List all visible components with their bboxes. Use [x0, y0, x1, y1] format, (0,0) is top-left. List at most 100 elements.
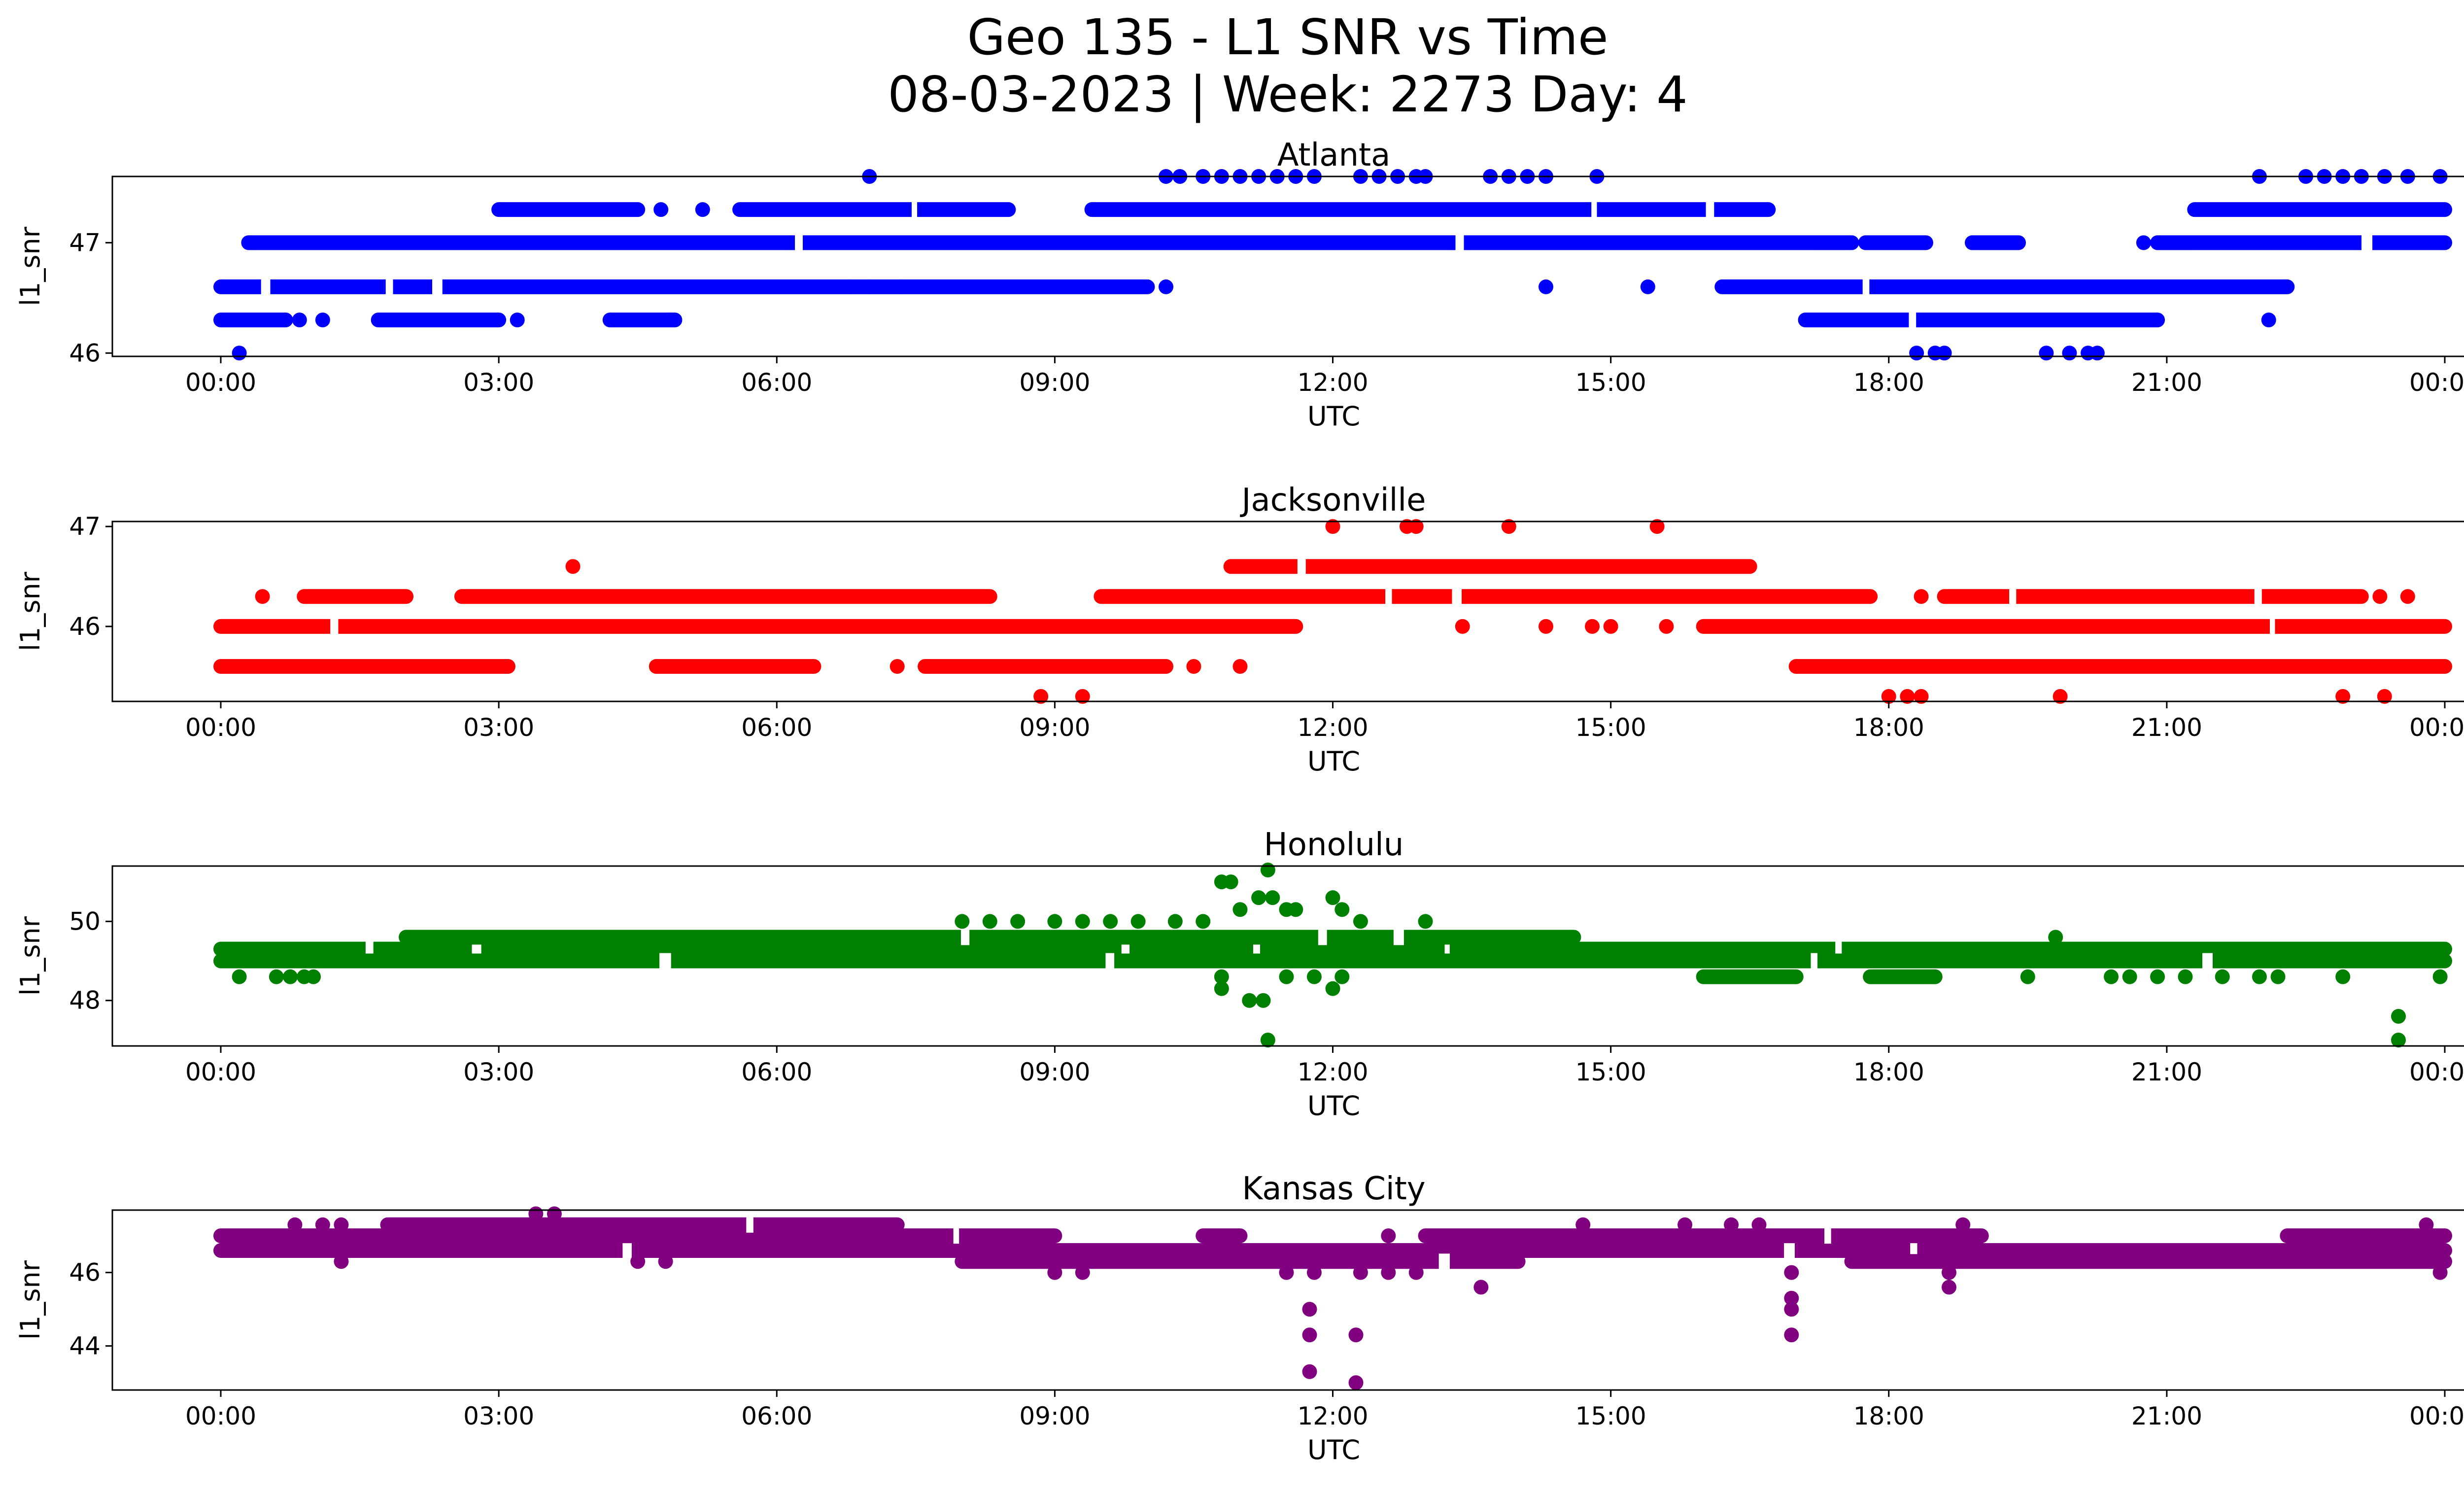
- point: [1381, 1265, 1396, 1280]
- point: [2391, 1008, 2406, 1024]
- point: [843, 279, 858, 294]
- point: [1408, 1265, 1424, 1280]
- band-gap: [365, 941, 374, 957]
- point: [1784, 1327, 1799, 1343]
- x-tick-label: 21:00: [2131, 368, 2202, 397]
- band-gap: [1121, 941, 1130, 957]
- point-band: [1863, 969, 1943, 984]
- point: [232, 969, 247, 984]
- x-tick-label: 15:00: [1575, 1402, 1646, 1430]
- point: [2270, 969, 2286, 984]
- band-gap: [1784, 1242, 1795, 1258]
- x-tick-label: 00:00: [185, 368, 256, 397]
- point-band: [454, 589, 997, 604]
- point: [1214, 969, 1229, 984]
- point: [1784, 1302, 1799, 1317]
- band-gap: [2361, 235, 2373, 251]
- x-axis-label: UTC: [1307, 1434, 1360, 1465]
- point: [2020, 969, 2035, 984]
- point: [1306, 969, 1322, 984]
- x-tick-label: 00:00: [185, 1058, 256, 1086]
- point: [955, 914, 970, 929]
- point: [1914, 589, 1929, 604]
- point: [315, 1217, 330, 1232]
- point: [1214, 981, 1229, 996]
- y-axis-label: l1_snr: [15, 1260, 46, 1340]
- x-tick-label: 00:00: [185, 713, 256, 742]
- point-band: [1964, 235, 2026, 250]
- point: [653, 202, 669, 217]
- x-tick-label: 06:00: [741, 368, 812, 397]
- band-gap: [1297, 558, 1306, 575]
- band-gap: [1835, 941, 1842, 957]
- point: [1196, 914, 1211, 929]
- point: [1075, 1265, 1090, 1280]
- band-gap: [795, 235, 803, 251]
- point: [1288, 902, 1303, 917]
- x-tick-label: 03:00: [463, 713, 534, 742]
- point-band: [918, 659, 1174, 674]
- point: [269, 969, 284, 984]
- point: [1047, 914, 1062, 929]
- y-tick-label: 46: [69, 1258, 101, 1287]
- point: [1335, 902, 1350, 917]
- point: [1538, 279, 1553, 294]
- y-axis-label: l1_snr: [15, 226, 46, 306]
- point: [1159, 279, 1174, 294]
- points-atlanta: [213, 169, 2452, 361]
- point-band: [1788, 659, 2452, 674]
- band-gap: [1909, 312, 1916, 328]
- point-band: [380, 1217, 905, 1232]
- point: [1640, 279, 1655, 294]
- point: [1941, 1265, 1956, 1280]
- subplot-kansas-city: Kansas City 00:00 03:00 06:00 09:00 12:00 15:0…: [15, 1171, 2464, 1465]
- point: [1937, 346, 1952, 361]
- point: [1130, 914, 1146, 929]
- band-gap: [261, 278, 271, 295]
- y-tick-label: 46: [69, 339, 101, 367]
- band-gap: [1862, 278, 1870, 295]
- y-tick-label: 47: [69, 512, 101, 541]
- point-band: [1858, 235, 1933, 250]
- point-band: [2150, 235, 2452, 250]
- point: [2039, 346, 2054, 361]
- x-tick-label: 09:00: [1019, 1402, 1090, 1430]
- x-tick-label: 00:00: [2409, 1058, 2464, 1086]
- point-band: [213, 953, 2452, 969]
- y-tick-label: 44: [69, 1332, 101, 1360]
- point-band: [297, 589, 414, 604]
- point: [1047, 1265, 1062, 1280]
- point: [1302, 1302, 1317, 1317]
- y-tick-label: 47: [69, 228, 101, 257]
- x-tick-label: 00:00: [2409, 713, 2464, 742]
- point: [1353, 1265, 1368, 1280]
- y-tick-label: 50: [69, 907, 101, 936]
- x-tick-label: 09:00: [1019, 368, 1090, 397]
- point: [1075, 689, 1090, 704]
- x-tick-label: 12:00: [1297, 713, 1368, 742]
- point: [894, 279, 910, 294]
- point: [292, 313, 307, 328]
- point: [2252, 969, 2267, 984]
- point: [232, 346, 247, 361]
- points-jacksonville: [213, 519, 2452, 704]
- point-band: [1714, 279, 2295, 294]
- band-gap: [1105, 953, 1115, 969]
- subplot-title-jacksonville: Jacksonville: [1240, 482, 1426, 519]
- axes-frame-atlanta: [111, 175, 2464, 357]
- figure-title-line-1: Geo 135 - L1 SNR vs Time: [967, 8, 1608, 66]
- subplot-atlanta: Atlanta 00:00 03:00 06:00 09:00 12:00 15:00 18:…: [15, 137, 2464, 432]
- point: [2122, 969, 2137, 984]
- band-gap: [1318, 929, 1327, 945]
- point: [1881, 689, 1896, 704]
- point: [1167, 914, 1183, 929]
- band-gap: [1444, 941, 1450, 957]
- point: [1677, 1217, 1693, 1232]
- point-band: [1223, 559, 1757, 574]
- point-band: [732, 202, 1016, 217]
- point: [2136, 235, 2151, 250]
- point: [1232, 902, 1248, 917]
- point-band: [1937, 589, 2369, 604]
